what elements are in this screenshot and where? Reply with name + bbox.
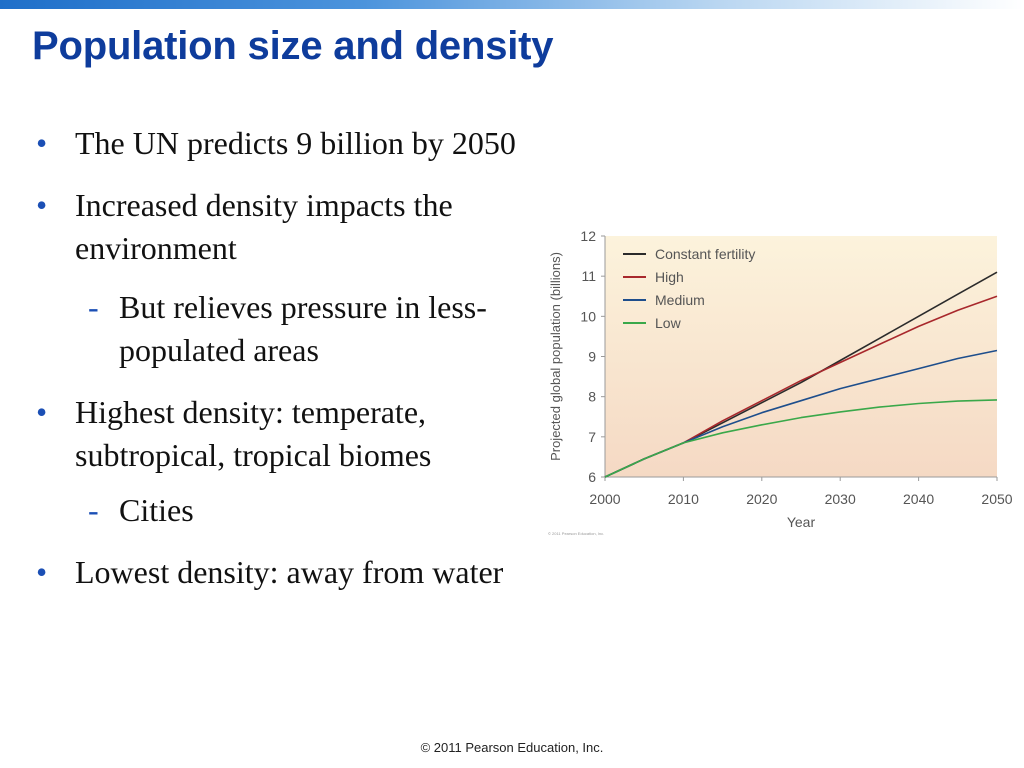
dash-marker: - (88, 492, 99, 528)
bullet-text: But relieves pressure in less-populated … (119, 289, 487, 368)
copyright-footer: © 2011 Pearson Education, Inc. (420, 740, 604, 755)
x-axis-label: Year (787, 514, 816, 530)
y-tick-label: 6 (588, 469, 596, 485)
sub-bullet-item: - Cities (0, 489, 540, 532)
y-tick-label: 12 (580, 228, 596, 244)
y-tick-label: 11 (581, 268, 596, 284)
bullet-text: Highest density: temperate, subtropical,… (75, 394, 432, 473)
x-tick-label: 2040 (903, 491, 934, 507)
y-axis-label: Projected global population (billions) (548, 252, 563, 461)
x-tick-label: 2000 (589, 491, 620, 507)
x-tick-label: 2030 (825, 491, 856, 507)
chart-credit: © 2011 Pearson Education, Inc. (548, 531, 604, 536)
bullet-item: • Increased density impacts the environme… (0, 184, 540, 270)
x-tick-label: 2010 (668, 491, 699, 507)
bullet-marker: • (36, 394, 48, 430)
plot-background (605, 236, 997, 477)
bullet-marker: • (36, 187, 48, 223)
y-tick-label: 7 (588, 429, 596, 445)
legend-label: High (655, 269, 684, 285)
population-chart: 6 7 8 9 10 11 12 2000 2010 2020 2030 2040 2050 Year Pr… (540, 222, 1020, 542)
legend-label: Low (655, 315, 682, 331)
top-accent-bar (0, 0, 1024, 9)
bullet-text: The UN predicts 9 billion by 2050 (75, 125, 516, 161)
y-tick-label: 8 (588, 389, 596, 405)
bullet-marker: • (36, 125, 48, 161)
bullet-text: Increased density impacts the environmen… (75, 187, 453, 266)
x-tick-label: 2050 (981, 491, 1012, 507)
bullet-item: • The UN predicts 9 billion by 2050 (0, 122, 540, 165)
bullet-marker: • (36, 554, 48, 590)
y-tick-label: 10 (580, 308, 596, 324)
legend-label: Medium (655, 292, 705, 308)
sub-bullet-item: - But relieves pressure in less-populated… (0, 286, 540, 372)
bullet-text: Lowest density: away from water (75, 554, 504, 590)
bullet-list: • The UN predicts 9 billion by 2050 • Incre… (0, 122, 540, 594)
dash-marker: - (88, 289, 99, 325)
population-chart-svg: 6 7 8 9 10 11 12 2000 2010 2020 2030 2040 2050 Year Pr… (548, 228, 1013, 536)
legend-label: Constant fertility (655, 246, 755, 262)
y-tick-label: 9 (588, 349, 596, 365)
x-tick-label: 2020 (746, 491, 777, 507)
bullet-item: • Highest density: temperate, subtropical… (0, 391, 540, 477)
bullet-item: • Lowest density: away from water (0, 551, 540, 594)
series-line-low (604, 399, 998, 478)
bullet-text: Cities (119, 492, 194, 528)
slide-title: Population size and density (32, 24, 554, 68)
